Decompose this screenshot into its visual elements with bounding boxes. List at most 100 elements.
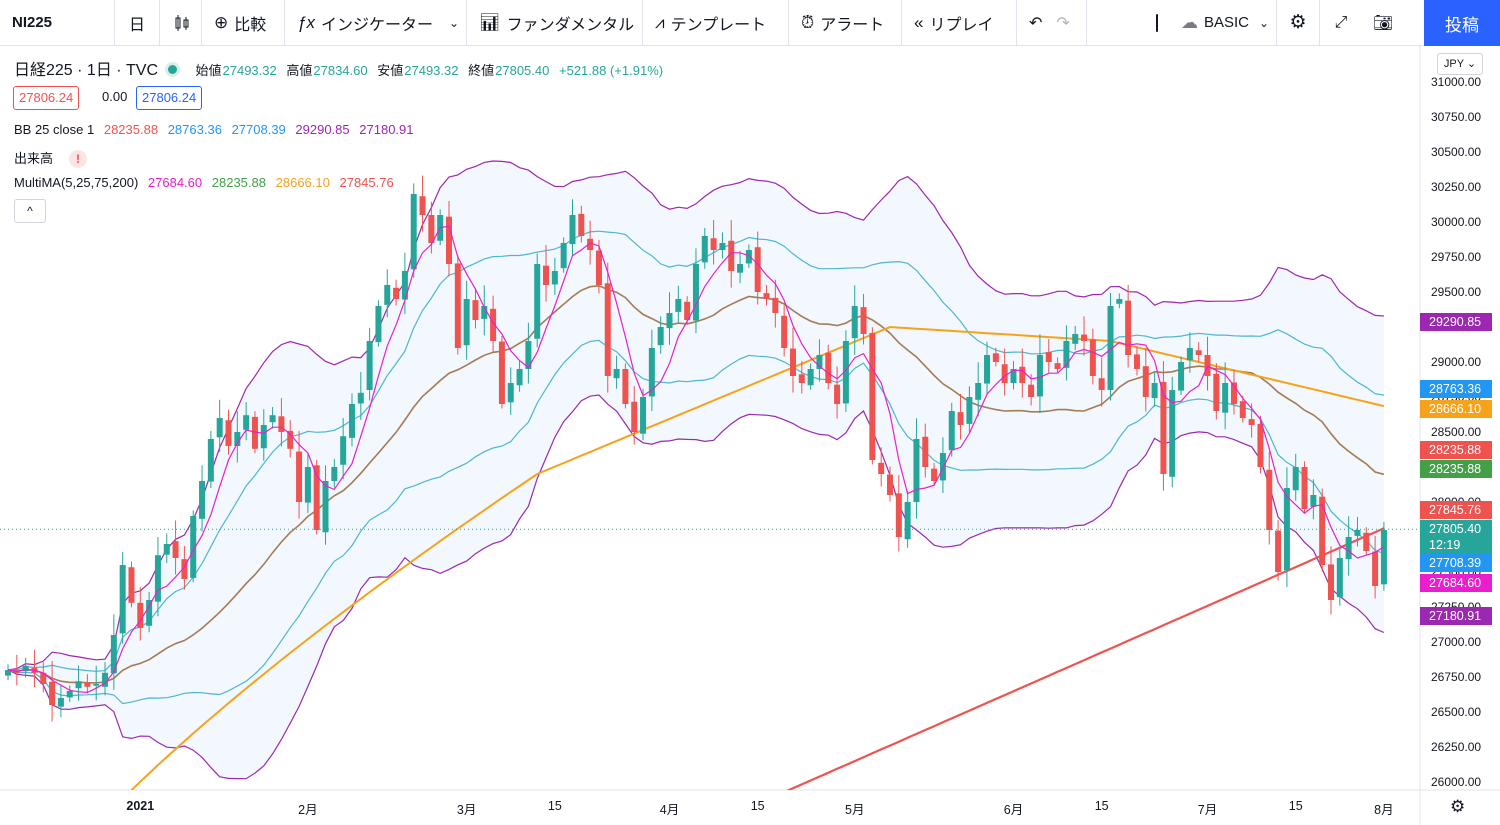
candle-body <box>322 481 329 533</box>
candle <box>331 458 338 488</box>
volume-legend[interactable]: 出来高! <box>14 148 93 168</box>
candle-body <box>1372 551 1379 586</box>
candle <box>243 402 250 441</box>
candle-body <box>181 559 188 579</box>
candle <box>1063 325 1070 381</box>
symbol-title: 日経225 · 1日 · TVC <box>14 62 159 79</box>
candle-body <box>172 541 179 558</box>
bollinger-band-fill <box>8 161 1384 779</box>
candle <box>304 453 311 514</box>
symbol-search-button[interactable]: NI225 <box>0 0 115 46</box>
candle-body <box>798 374 805 383</box>
candle <box>446 201 452 277</box>
price-tag: 27845.76 <box>1420 501 1492 519</box>
candle <box>1186 332 1193 373</box>
candle-body <box>1142 366 1149 397</box>
candle-body <box>525 341 532 369</box>
candle-body <box>1222 383 1229 413</box>
redo-icon[interactable]: ↷ <box>1056 14 1070 32</box>
settings-button[interactable]: ⚙︎ <box>1277 0 1320 46</box>
candle-body <box>393 287 400 299</box>
replay-button[interactable]: « リプレイ <box>902 0 1017 46</box>
alert-button[interactable]: ⏰︎ アラート <box>789 0 902 46</box>
candle <box>366 327 373 401</box>
buy-price-button[interactable]: 27806.24 <box>136 86 203 110</box>
ma75-value: 28666.10 <box>275 175 330 190</box>
collapse-legend-button[interactable]: ^ <box>14 199 46 223</box>
candle-body <box>1275 530 1282 572</box>
candle <box>269 407 276 429</box>
sell-price-button[interactable]: 27806.24 <box>13 86 80 110</box>
candle-body <box>1019 366 1026 383</box>
candle-body <box>842 341 849 404</box>
compare-button[interactable]: ⊕ 比較 <box>202 0 285 46</box>
chart-type-button[interactable] <box>160 0 202 46</box>
fullscreen-layout-toggle[interactable] <box>1087 0 1169 46</box>
high-value: 27834.60 <box>313 63 368 78</box>
low-value: 27493.32 <box>404 63 459 78</box>
candle <box>1354 516 1361 547</box>
fullscreen-button[interactable]: ⤢ <box>1320 0 1362 46</box>
candle-body <box>1204 355 1211 376</box>
candle-body <box>1089 339 1096 376</box>
cloud-icon: ☁︎ <box>1181 12 1198 32</box>
candle <box>1001 348 1008 396</box>
warning-icon[interactable]: ! <box>69 150 88 168</box>
candle-body <box>1001 364 1008 383</box>
top-toolbar: NI225 日 ⊕ 比較 ƒx インジケーター ⌄ 📊︎ ファンダメンタル ⩘ テンプレー… <box>0 0 1500 46</box>
indicators-button[interactable]: ƒx インジケーター ⌄ <box>285 0 467 46</box>
price-tag: 28666.10 <box>1420 400 1492 418</box>
symbol-legend: 日経225 · 1日 · TVC 始値27493.32 高値27834.60 安… <box>14 56 675 80</box>
candle-body <box>296 451 303 502</box>
high-label: 高値 <box>286 63 313 78</box>
candle <box>595 239 602 294</box>
candle <box>481 285 488 336</box>
time-axis-label: 3月 <box>456 803 477 817</box>
layout-menu-button[interactable]: ☁︎ BASIC ⌄ <box>1169 0 1277 46</box>
candle <box>701 227 708 269</box>
candle-body <box>137 602 144 628</box>
candle <box>348 393 355 447</box>
undo-redo-group: ↶ ↷ <box>1017 0 1087 46</box>
candle <box>1363 527 1370 556</box>
candle <box>1195 342 1202 362</box>
candle <box>1142 348 1149 412</box>
candle <box>931 463 938 486</box>
candle <box>154 537 161 617</box>
publish-button[interactable]: 投稿 <box>1424 0 1500 46</box>
snapshot-button[interactable]: 📷︎ <box>1362 0 1404 46</box>
candle <box>1160 361 1167 491</box>
candle <box>313 459 320 535</box>
price-axis-label: 28500.00 <box>1431 425 1482 439</box>
candle-body <box>1319 496 1326 565</box>
bar-countdown: 12:19 <box>1429 538 1461 552</box>
candle-body <box>516 369 523 386</box>
currency-button[interactable]: JPY ⌄ <box>1437 53 1483 75</box>
candle-body <box>304 467 311 503</box>
candle <box>834 366 841 419</box>
candle <box>163 533 170 564</box>
candle-body <box>1336 558 1343 598</box>
axis-settings-icon[interactable]: ⚙︎ <box>1450 797 1466 816</box>
price-axis-label: 30250.00 <box>1431 180 1482 194</box>
price-chart[interactable] <box>0 46 1500 825</box>
candle-body <box>110 635 117 674</box>
candle <box>754 231 761 305</box>
time-axis-label: 15 <box>547 799 562 813</box>
candle <box>1116 293 1123 309</box>
time-axis-label: 2月 <box>298 803 318 817</box>
candle-body <box>384 285 391 305</box>
change-value: +521.88 (+1.91%) <box>559 63 664 78</box>
candle <box>119 551 126 644</box>
fundamentals-button[interactable]: 📊︎ ファンダメンタル <box>467 0 643 46</box>
undo-icon[interactable]: ↶ <box>1029 14 1043 32</box>
bb-legend[interactable]: BB 25 close 1 28235.88 28763.36 27708.39… <box>14 122 420 137</box>
interval-button[interactable]: 日 <box>115 0 160 46</box>
expand-icon: ⤢ <box>1334 13 1348 31</box>
candle <box>137 587 144 641</box>
candle <box>287 420 294 458</box>
candle-body <box>243 415 250 430</box>
multima-legend[interactable]: MultiMA(5,25,75,200) 27684.60 28235.88 2… <box>14 175 400 190</box>
candle <box>146 591 153 633</box>
templates-button[interactable]: ⩘ テンプレート <box>643 0 789 46</box>
